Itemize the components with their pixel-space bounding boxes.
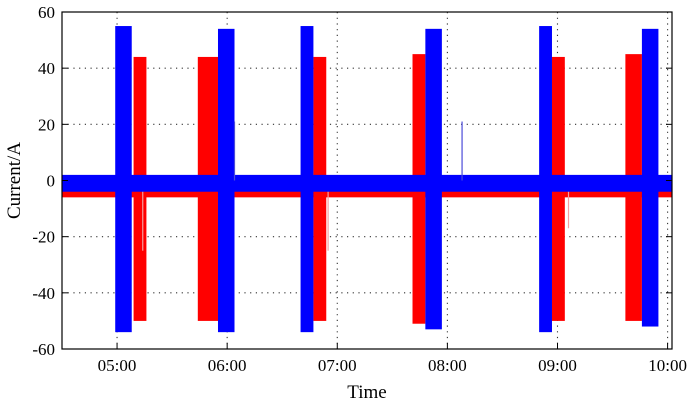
blue-burst-3 bbox=[300, 26, 314, 333]
blue-burst-4 bbox=[425, 28, 442, 330]
plot-data bbox=[62, 26, 672, 333]
y-tick-label: 20 bbox=[38, 115, 55, 134]
blue-burst-1 bbox=[115, 26, 132, 333]
y-axis-title: Current/A bbox=[4, 142, 25, 219]
axis-ticks: -60 -40 -20 0 20 40 60 05:00 06:00 07:00 08:00 09:0… bbox=[32, 3, 687, 375]
y-tick-label: -40 bbox=[32, 284, 55, 303]
y-tick-label: 0 bbox=[47, 172, 56, 191]
blue-baseline-band bbox=[62, 174, 672, 192]
x-tick-label: 09:00 bbox=[538, 356, 577, 375]
blue-burst-5 bbox=[539, 26, 552, 333]
y-tick-label: -20 bbox=[32, 228, 55, 247]
y-tick-label: 40 bbox=[38, 59, 55, 78]
x-axis-title: Time bbox=[347, 382, 386, 403]
x-tick-label: 06:00 bbox=[208, 356, 247, 375]
y-tick-label: -60 bbox=[32, 340, 55, 359]
y-tick-label: 60 bbox=[38, 3, 55, 22]
blue-burst-6 bbox=[641, 28, 659, 327]
blue-burst-2 bbox=[217, 28, 235, 333]
x-tick-label: 08:00 bbox=[428, 356, 467, 375]
x-tick-label: 10:00 bbox=[648, 356, 687, 375]
x-tick-label: 05:00 bbox=[98, 356, 137, 375]
x-tick-label: 07:00 bbox=[318, 356, 357, 375]
